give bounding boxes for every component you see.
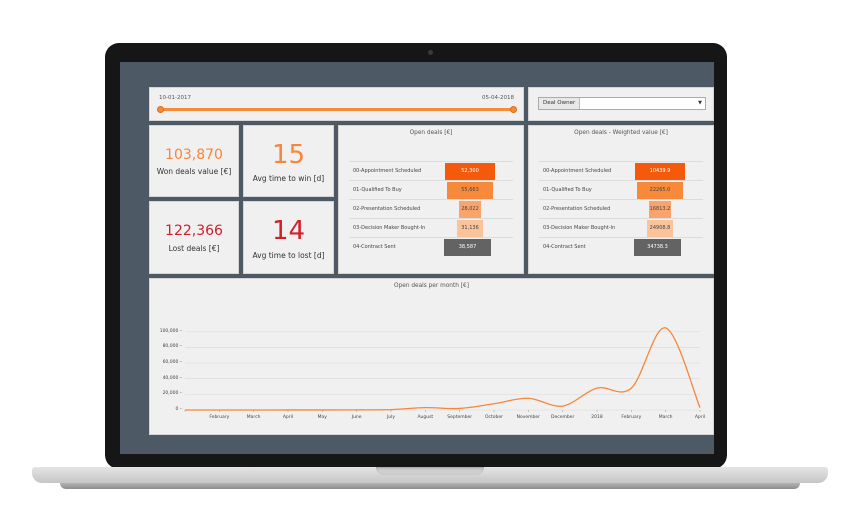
open-deals-title: Open deals [€] [409, 130, 453, 136]
laptop-notch [376, 467, 484, 475]
won-deals-label: Won deals value [€] [156, 167, 232, 176]
dashboard-screen: 10-01-2017 05-04-2018 Deal Owner ▼ 103,8… [120, 62, 714, 454]
x-tick-label: April [283, 414, 293, 420]
open-deals-stage-label: 01-Qualified To Buy [353, 187, 402, 193]
date-slider-track[interactable] [157, 106, 517, 113]
x-tick-label: August [417, 414, 433, 420]
weighted-deals-stage-label: 03-Decision Maker Bought-In [543, 225, 616, 231]
weighted-deals-stage-bar[interactable]: 10439.9 [635, 163, 685, 180]
weighted-deals-stage-bar[interactable]: 24908.8 [647, 220, 673, 237]
camera-icon [428, 50, 433, 55]
open-deals-row: 03-Decision Maker Bought-In 31,136 [349, 218, 513, 238]
series-line [185, 327, 701, 411]
open-deals-row: 00-Appointment Scheduled 52,300 [349, 161, 513, 181]
start-date: 10-01-2017 [159, 95, 191, 101]
lost-deals-card: 122,366 Lost deals [€] [149, 201, 239, 274]
y-tick-label: 40,000 – [162, 375, 182, 381]
open-deals-stage-bar[interactable]: 55,663 [447, 182, 493, 199]
x-tick-label: July [386, 414, 395, 420]
x-tick-label: 2018 [591, 414, 603, 420]
y-tick-label: 100,000 – [159, 328, 182, 334]
lost-deals-label: Lost deals [€] [168, 244, 220, 253]
avg-lost-value: 14 [271, 216, 306, 246]
x-tick-label: November [517, 414, 541, 420]
open-deals-chart-panel: Open deals per month [€] 100,000 – 80,000… [149, 278, 714, 435]
laptop-foot [60, 483, 800, 489]
weighted-deals-row: 02-Presentation Scheduled 16813.2 [539, 199, 703, 219]
avg-lost-card: 14 Avg time to lost [d] [243, 201, 334, 274]
weighted-deals-stage-label: 00-Appointment Scheduled [543, 168, 612, 174]
avg-win-label: Avg time to win [d] [252, 174, 325, 183]
deal-owner-select[interactable]: Deal Owner ▼ [538, 97, 706, 110]
won-deals-card: 103,870 Won deals value [€] [149, 125, 239, 197]
laptop-base [32, 467, 828, 483]
weighted-deals-stage-label: 01-Qualified To Buy [543, 187, 592, 193]
weighted-deals-title: Open deals - Weighted value [€] [574, 130, 668, 136]
y-tick-label: 80,000 – [162, 344, 182, 350]
x-tick-label: May [318, 414, 328, 420]
x-tick-label: March [247, 414, 261, 420]
y-tick-label: 0 – [175, 407, 182, 412]
end-date: 05-04-2018 [482, 95, 514, 101]
open-deals-stage-bar[interactable]: 28,022 [459, 201, 481, 218]
weighted-deals-stage-bar[interactable]: 16813.2 [649, 201, 671, 218]
x-tick-label: February [621, 414, 641, 420]
weighted-deals-row: 03-Decision Maker Bought-In 24908.8 [539, 218, 703, 238]
open-deals-stage-bar[interactable]: 38,587 [444, 239, 491, 256]
y-tick-label: 60,000 – [162, 360, 182, 366]
won-deals-value: 103,870 [165, 147, 223, 163]
filter-panel: Deal Owner ▼ [528, 87, 714, 121]
x-tick-label: December [551, 414, 574, 420]
x-tick-label: September [447, 414, 472, 420]
x-tick-label: February [209, 414, 229, 420]
chart-title: Open deals per month [€] [394, 283, 469, 289]
chevron-down-icon: ▼ [698, 100, 702, 106]
date-range-panel: 10-01-2017 05-04-2018 [149, 87, 524, 121]
x-tick-label: April [695, 414, 705, 420]
start-handle[interactable] [157, 106, 164, 113]
avg-win-card: 15 Avg time to win [d] [243, 125, 334, 197]
y-tick-label: 20,000 – [162, 391, 182, 397]
weighted-deals-row: 00-Appointment Scheduled 10439.9 [539, 161, 703, 181]
open-deals-row: 04-Contract Sent 38,587 [349, 237, 513, 257]
weighted-deals-panel: Open deals - Weighted value [€] 00-Appoi… [528, 125, 714, 274]
deal-owner-label: Deal Owner [539, 98, 581, 109]
open-deals-stage-label: 03-Decision Maker Bought-In [353, 225, 426, 231]
open-deals-row: 02-Presentation Scheduled 28,022 [349, 199, 513, 219]
open-deals-line-chart: February March April May June July August Septe… [184, 327, 705, 420]
avg-win-value: 15 [271, 140, 306, 170]
weighted-deals-stage-label: 04-Contract Sent [543, 244, 586, 250]
open-deals-stage-bar[interactable]: 31,136 [457, 220, 483, 237]
open-deals-panel: Open deals [€] 00-Appointment Scheduled 5… [338, 125, 524, 274]
weighted-deals-row: 01-Qualified To Buy 22265.0 [539, 180, 703, 200]
weighted-deals-stage-bar[interactable]: 22265.0 [637, 182, 683, 199]
avg-lost-label: Avg time to lost [d] [252, 251, 325, 260]
lost-deals-value: 122,366 [165, 223, 223, 239]
weighted-deals-row: 04-Contract Sent 34738.3 [539, 237, 703, 257]
open-deals-stage-label: 00-Appointment Scheduled [353, 168, 422, 174]
open-deals-row: 01-Qualified To Buy 55,663 [349, 180, 513, 200]
weighted-deals-stage-bar[interactable]: 34738.3 [634, 239, 681, 256]
open-deals-stage-bar[interactable]: 52,300 [445, 163, 495, 180]
x-tick-label: March [659, 414, 673, 420]
end-handle[interactable] [510, 106, 517, 113]
open-deals-stage-label: 04-Contract Sent [353, 244, 396, 250]
open-deals-stage-label: 02-Presentation Scheduled [353, 206, 421, 212]
x-tick-label: October [485, 414, 503, 420]
x-tick-label: June [351, 414, 362, 420]
weighted-deals-stage-label: 02-Presentation Scheduled [543, 206, 611, 212]
